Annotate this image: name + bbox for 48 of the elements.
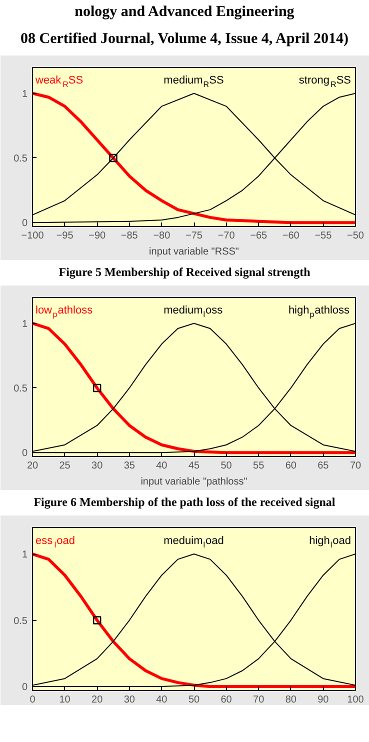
x-tick-label: 55 xyxy=(253,460,265,472)
y-tick-label: 0.5 xyxy=(14,383,28,394)
x-tick-label: 20 xyxy=(26,460,38,472)
x-tick-label: −95 xyxy=(56,230,74,242)
x-tick-label: −75 xyxy=(186,230,203,242)
y-tick-label: 0 xyxy=(22,218,28,229)
x-tick-label: 20 xyxy=(92,694,104,706)
x-tick-label: 90 xyxy=(318,694,330,706)
x-tick-label: 50 xyxy=(220,460,232,472)
x-tick-label: 70 xyxy=(253,694,265,706)
text: nology and Advanced Engineering xyxy=(74,3,294,22)
x-tick-label: 70 xyxy=(350,460,362,472)
x-tick-label: 25 xyxy=(59,460,71,472)
x-tick-label: −70 xyxy=(218,230,236,242)
x-tick-label: 60 xyxy=(220,694,232,706)
y-tick-label: 1 xyxy=(22,88,28,100)
x-axis-title: input variable "RSS" xyxy=(149,246,240,258)
y-tick-label: 0.5 xyxy=(14,616,28,627)
x-tick-label: 50 xyxy=(188,694,200,706)
x-tick-label: 45 xyxy=(188,460,200,472)
x-tick-label: 60 xyxy=(285,460,297,472)
x-tick-label: 100 xyxy=(347,694,364,706)
x-tick-label: 40 xyxy=(156,694,168,706)
x-tick-label: −80 xyxy=(153,230,171,242)
y-tick-label: 0 xyxy=(22,682,28,694)
x-tick-label: 10 xyxy=(59,694,71,706)
x-tick-label: 0 xyxy=(30,694,36,706)
y-tick-label: 0 xyxy=(22,448,28,460)
y-tick-label: 1 xyxy=(22,318,28,330)
x-tick-label: 30 xyxy=(92,460,104,472)
x-tick-label: −50 xyxy=(347,230,364,242)
x-tick-label: −90 xyxy=(88,230,106,242)
x-tick-label: 40 xyxy=(156,460,168,472)
x-tick-label: 30 xyxy=(124,694,136,706)
caption: Figure 5 Membership of Received signal strength xyxy=(58,264,310,281)
x-tick-label: 35 xyxy=(124,460,136,472)
x-tick-label: −55 xyxy=(314,230,332,242)
y-tick-label: 0.5 xyxy=(14,153,28,164)
x-tick-label: 65 xyxy=(318,460,330,472)
y-tick-label: 1 xyxy=(22,550,28,561)
text: 08 Certified Journal, Volume 4, Issue 4, April 2014) xyxy=(20,30,348,50)
x-tick-label: −100 xyxy=(21,230,44,242)
x-tick-label: −65 xyxy=(250,230,268,242)
x-tick-label: −85 xyxy=(120,230,138,242)
x-axis-title: input variable "pathloss" xyxy=(140,476,248,488)
x-tick-label: 80 xyxy=(285,694,297,706)
x-tick-label: −60 xyxy=(282,230,300,242)
caption: Figure 6 Membership of the path loss of the received signal xyxy=(34,494,336,511)
